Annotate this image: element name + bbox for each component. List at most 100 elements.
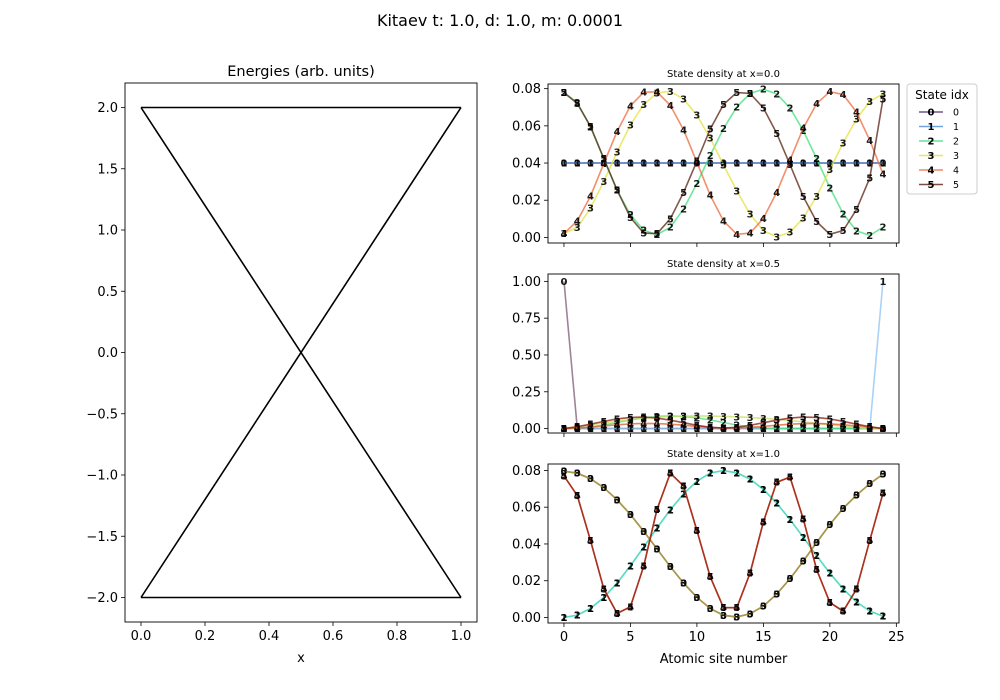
data-point-marker: 4 [667, 420, 674, 431]
data-point-marker: 2 [720, 466, 727, 477]
data-point-marker: 5 [786, 473, 793, 484]
data-point-marker: 3 [693, 111, 700, 122]
data-point-marker: 2 [627, 561, 634, 572]
data-point-marker: 1 [760, 424, 767, 435]
data-point-marker: 5 [574, 491, 581, 502]
data-point-marker: 5 [786, 160, 793, 171]
data-point-marker: 4 [627, 602, 634, 613]
data-point-marker: 5 [760, 418, 767, 429]
data-point-marker: 2 [574, 424, 581, 435]
data-point-marker: 3 [680, 412, 687, 423]
data-point-marker: 3 [600, 418, 607, 429]
data-point-marker: 5 [800, 192, 807, 203]
y-tick-label: 0.06 [512, 119, 541, 134]
data-point-marker: 2 [614, 579, 621, 590]
data-point-marker: 0 [640, 424, 647, 435]
data-point-marker: 0 [866, 424, 873, 435]
data-point-marker: 3 [574, 223, 581, 234]
data-point-marker: 0 [760, 602, 767, 613]
data-point-marker: 2 [627, 210, 634, 221]
legend-marker: 1 [928, 122, 935, 133]
data-point-marker: 1 [693, 424, 700, 435]
data-point-marker: 1 [560, 424, 567, 435]
data-point-marker: 0 [747, 424, 754, 435]
data-point-marker: 3 [880, 470, 887, 481]
x-axis-label: x [297, 651, 305, 666]
y-tick-label: 0.04 [512, 537, 541, 552]
data-point-marker: 0 [866, 159, 873, 170]
data-point-marker: 3 [627, 510, 634, 521]
data-point-marker: 4 [627, 419, 634, 430]
data-point-marker: 2 [654, 230, 661, 241]
data-point-marker: 2 [680, 204, 687, 215]
data-point-marker: 5 [813, 413, 820, 424]
data-point-marker: 4 [614, 420, 621, 431]
data-point-marker: 5 [574, 422, 581, 433]
data-point-marker: 2 [773, 90, 780, 101]
data-point-marker: 4 [840, 90, 847, 101]
data-point-marker: 3 [707, 412, 714, 423]
data-point-marker: 4 [747, 229, 754, 240]
data-point-marker: 0 [800, 159, 807, 170]
data-point-marker: 1 [667, 424, 674, 435]
data-point-marker: 1 [826, 159, 833, 170]
data-point-marker: 5 [654, 414, 661, 425]
data-point-marker: 5 [560, 471, 567, 482]
data-point-marker: 4 [880, 424, 887, 435]
data-point-marker: 3 [786, 574, 793, 585]
data-point-marker: 2 [707, 469, 714, 480]
x-tick-label: 0.4 [259, 629, 280, 644]
data-point-marker: 4 [560, 424, 567, 435]
density-x0-panel: State density at x=0.0 0.00 0.02 0.04 0.06 0.… [512, 69, 900, 247]
data-point-marker: 2 [733, 102, 740, 113]
energy-line-3 [140, 107, 462, 598]
data-point-marker: 2 [587, 422, 594, 433]
data-point-marker: 5 [640, 413, 647, 424]
data-point-marker: 1 [587, 159, 594, 170]
data-point-marker: 0 [813, 424, 820, 435]
data-point-marker: 5 [840, 226, 847, 237]
data-point-marker: 3 [614, 147, 621, 158]
data-point-marker: 2 [866, 607, 873, 618]
data-point-marker: 0 [627, 159, 634, 170]
data-point-marker: 2 [800, 533, 807, 544]
series-line-3 [563, 90, 884, 238]
data-point-marker: 1 [680, 424, 687, 435]
data-point-marker: 1 [840, 159, 847, 170]
y-tick-label: 0.08 [512, 82, 541, 97]
data-point-marker: 4 [587, 192, 594, 203]
data-point-marker: 4 [654, 87, 661, 98]
data-point-marker: 5 [800, 413, 807, 424]
data-point-marker: 1 [826, 424, 833, 435]
data-point-marker: 0 [587, 159, 594, 170]
y-tick-label: 0.00 [512, 422, 541, 437]
data-point-marker: 1 [866, 424, 873, 435]
data-point-marker: 4 [614, 609, 621, 620]
data-point-marker: 5 [667, 469, 674, 480]
data-point-marker: 2 [693, 179, 700, 190]
data-point-marker: 5 [587, 420, 594, 431]
series-line-3 [563, 415, 883, 430]
y-tick-label: 0.08 [512, 464, 541, 479]
data-point-marker: 2 [587, 604, 594, 615]
legend-title: State idx [915, 88, 969, 102]
data-point-marker: 2 [786, 515, 793, 526]
data-point-marker: 2 [560, 613, 567, 624]
data-point-marker: 5 [560, 88, 567, 99]
y-tick-label: 1.00 [512, 275, 541, 290]
data-point-marker: 5 [654, 229, 661, 240]
data-point-marker: 3 [627, 120, 634, 131]
data-point-marker: 0 [747, 159, 754, 170]
data-point-marker: 5 [880, 94, 887, 105]
data-point-marker: 3 [840, 138, 847, 149]
data-point-marker: 5 [720, 100, 727, 111]
data-point-marker: 2 [773, 499, 780, 510]
data-point-marker: 2 [760, 485, 767, 496]
data-point-marker: 1 [574, 424, 581, 435]
data-point-marker: 0 [840, 424, 847, 435]
y-tick-label: 0.25 [512, 385, 541, 400]
